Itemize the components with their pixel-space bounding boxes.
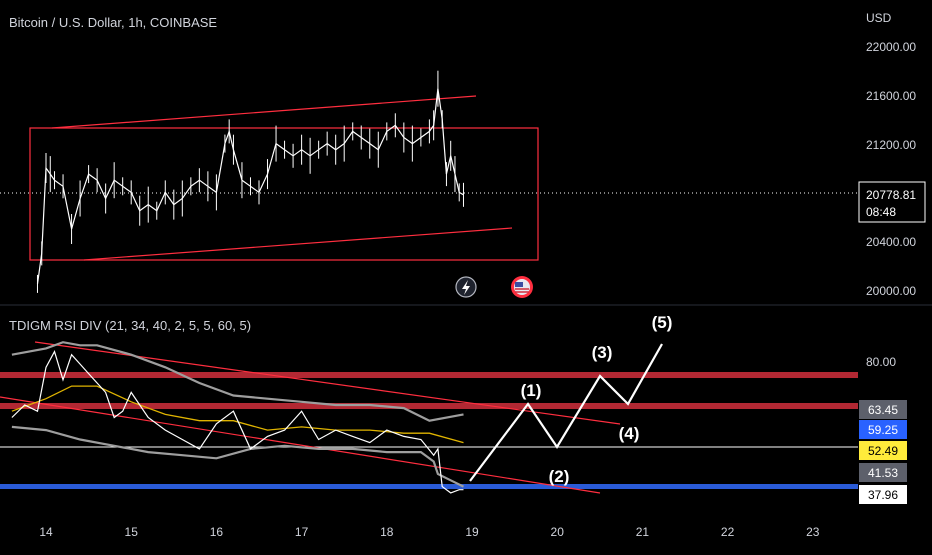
price-tick-21200: 21200.00 xyxy=(866,138,916,152)
current-price-value: 20778.81 xyxy=(866,188,916,202)
price-line xyxy=(36,88,464,284)
rsi-line xyxy=(11,350,464,494)
time-label-19: 19 xyxy=(465,525,479,539)
time-label-22: 22 xyxy=(721,525,735,539)
time-label-14: 14 xyxy=(39,525,53,539)
time-label-23: 23 xyxy=(806,525,820,539)
time-label-20: 20 xyxy=(551,525,565,539)
indicator-value-badges: 63.45 59.25 52.49 41.53 37.96 xyxy=(859,400,907,504)
price-series xyxy=(36,70,464,293)
time-label-17: 17 xyxy=(295,525,309,539)
lightning-icon[interactable] xyxy=(455,276,477,298)
time-label-18: 18 xyxy=(380,525,394,539)
wave-projection-path[interactable] xyxy=(469,343,663,482)
price-tick-22000: 22000.00 xyxy=(866,40,916,54)
value-badge-3 xyxy=(859,463,907,482)
bollinger-lower-line xyxy=(11,425,464,488)
price-tick-20400: 20400.00 xyxy=(866,235,916,249)
wave-label-4: (4) xyxy=(619,424,640,443)
value-badge-label-2: 52.49 xyxy=(868,444,898,458)
value-badge-0 xyxy=(859,400,907,419)
price-tick-20000: 20000.00 xyxy=(866,284,916,298)
symbol-title[interactable]: Bitcoin / U.S. Dollar, 1h, COINBASE xyxy=(9,15,217,30)
time-label-16: 16 xyxy=(210,525,224,539)
wave-label-3: (3) xyxy=(592,343,613,362)
value-badge-label-1: 59.25 xyxy=(868,423,898,437)
indicator-series xyxy=(11,341,464,494)
indicator-lower-trendline[interactable] xyxy=(0,396,601,494)
time-label-15: 15 xyxy=(125,525,139,539)
time-label-21: 21 xyxy=(636,525,650,539)
price-axis[interactable]: USD 22000.00 21600.00 21200.00 20400.00 … xyxy=(858,11,926,298)
indicator-axis[interactable]: 80.00 63.45 59.25 52.49 41.53 37.96 xyxy=(859,355,907,504)
bollinger-upper-line xyxy=(11,341,464,422)
value-badge-label-0: 63.45 xyxy=(868,403,898,417)
bar-countdown: 08:48 xyxy=(866,205,896,219)
price-tick-21600: 21600.00 xyxy=(866,89,916,103)
indicator-title[interactable]: TDIGM RSI DIV (21, 34, 40, 2, 5, 5, 60, … xyxy=(9,318,251,333)
time-axis[interactable]: 14 15 16 17 18 19 20 21 22 23 xyxy=(39,525,819,539)
wave-label-1: (1) xyxy=(521,381,542,400)
value-badge-1 xyxy=(859,420,907,439)
rsi-signal-line xyxy=(11,385,464,444)
value-badge-4 xyxy=(859,485,907,504)
support-band-blue xyxy=(0,484,858,489)
current-price-badge xyxy=(858,181,926,223)
currency-label: USD xyxy=(866,11,892,25)
value-badge-2 xyxy=(859,441,907,460)
wave-label-5: (5) xyxy=(652,313,673,332)
channel-lower-line[interactable] xyxy=(83,227,513,261)
indicator-tick-80: 80.00 xyxy=(866,355,896,369)
range-box[interactable] xyxy=(29,127,539,261)
channel-upper-line[interactable] xyxy=(51,95,477,129)
value-badge-label-4: 37.96 xyxy=(868,488,898,502)
us-flag-icon[interactable] xyxy=(511,276,533,298)
wave-label-2: (2) xyxy=(549,467,570,486)
overbought-band xyxy=(0,372,858,378)
level-band-63 xyxy=(0,403,858,409)
value-badge-label-3: 41.53 xyxy=(868,466,898,480)
